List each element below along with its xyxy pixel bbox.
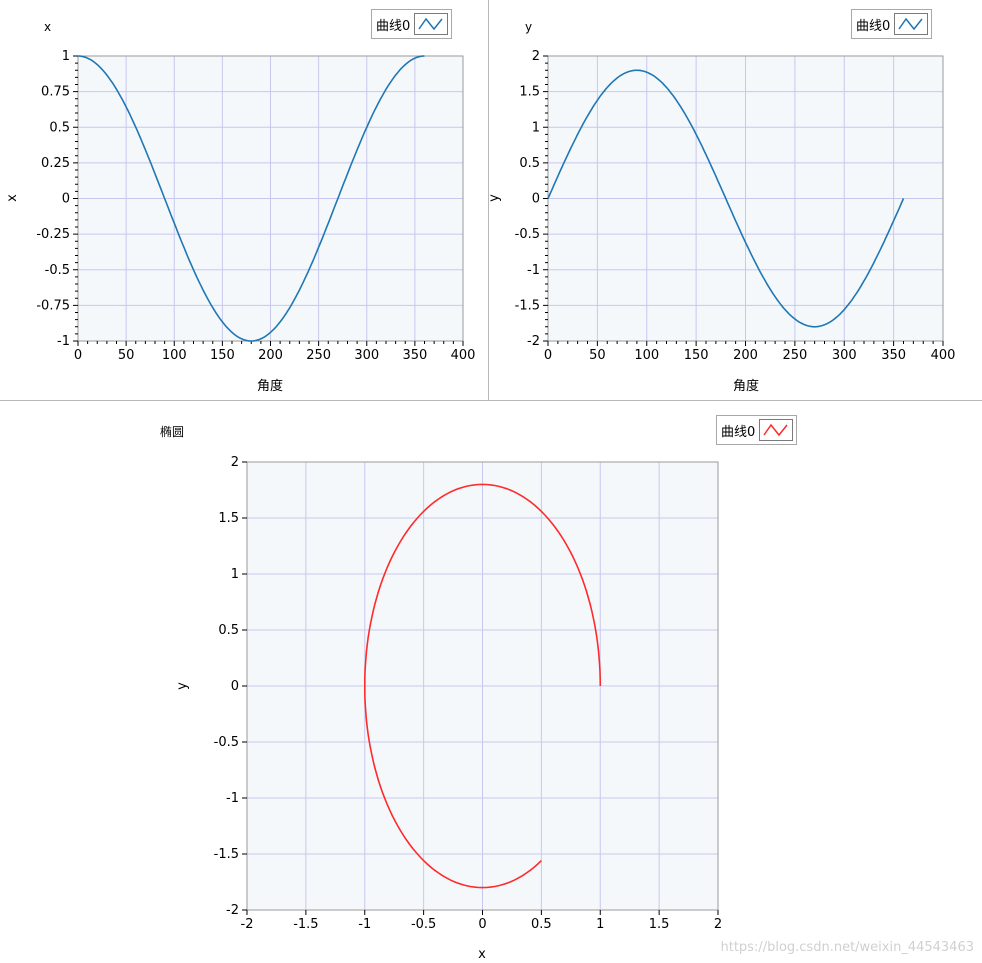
x-tick-label: 0 [74,348,82,363]
y-tick-label: -0.75 [36,298,70,313]
y-tick-label: 2 [231,455,239,470]
x-tick-label: 100 [634,348,659,363]
y-axis-label: x [5,194,20,202]
series-line [77,55,425,342]
y-tick-label: 0.5 [218,623,239,638]
x-tick-label: 400 [931,348,956,363]
y-tick-label: -0.5 [45,263,70,278]
x-tick-label: 100 [162,348,187,363]
x-tick-label: -1.5 [293,917,318,932]
y-tick-label: -0.5 [214,735,239,750]
y-tick-label: -1.5 [214,847,239,862]
x-tick-label: 1 [596,917,604,932]
y-tick-label: 0.75 [41,85,70,100]
y-tick-label: 1 [62,49,70,64]
y-tick-label: 2 [532,49,540,64]
y-axis-label: y [175,682,190,690]
x-tick-label: 2 [714,917,722,932]
x-tick-label: 400 [451,348,476,363]
legend[interactable]: 曲线0 [851,9,933,39]
x-axis-label: x [478,947,486,962]
plot-svg: 0 50 100 150 200 250 300 350 400 1 0.75 0.5 0.25 0 -0.… [5,49,476,394]
y-tick-label: -1.5 [515,298,540,313]
plot-svg: 0 50 100 150 200 250 300 350 400 2 1.5 1 0.5 0 -0.5 -1 -… [489,49,956,394]
x-tick-label: 200 [258,348,283,363]
legend-label: 曲线0 [856,18,891,34]
x-tick-label: 300 [354,348,379,363]
legend[interactable]: 曲线0 [716,415,798,445]
chart-y-vs-angle: y 曲线0 0 50 100 150 200 250 300 350 400 2 1.5 1 0.5 0-… [489,0,982,400]
x-tick-label: 150 [210,348,235,363]
chart-title: x [44,20,52,34]
chart-x-vs-angle: x 曲线0 0 50 100 150 200 250 300 350 400 1 0.75 0.5 0.… [0,0,488,400]
x-tick-label: 0.5 [531,917,552,932]
x-axis-label: 角度 [733,378,759,394]
chart-title: 椭圆 [160,425,185,439]
legend-swatch-icon [894,13,929,35]
y-axis-label: y [489,194,502,202]
x-tick-label: -0.5 [411,917,436,932]
x-tick-label: 250 [306,348,331,363]
x-tick-label: 200 [733,348,758,363]
legend-label: 曲线0 [721,424,756,440]
legend[interactable]: 曲线0 [371,9,453,39]
y-tick-label: -2 [527,334,540,349]
series-line [363,483,602,889]
x-tick-label: 50 [118,348,135,363]
vertical-divider [488,0,489,400]
y-tick-label: -0.5 [515,227,540,242]
chart-ellipse: 椭圆 曲线0 -2 -1.5 -1 -0.5 0 0.5 1 1.5 2 2 1.5 1 0.5 0 -0.… [0,401,982,963]
y-tick-label: -1 [527,263,540,278]
x-tick-label: 0 [478,917,486,932]
y-tick-label: 0 [532,192,540,207]
x-tick-label: -2 [241,917,254,932]
x-tick-label: 150 [684,348,709,363]
y-tick-label: 0 [62,192,70,207]
y-tick-label: 1 [532,120,540,135]
x-tick-label: 350 [881,348,906,363]
x-tick-label: 300 [832,348,857,363]
y-tick-label: 0.25 [41,156,70,171]
y-tick-label: 1 [231,567,239,582]
y-tick-label: -2 [226,903,239,918]
x-tick-label: 350 [402,348,427,363]
x-tick-label: 0 [544,348,552,363]
watermark: https://blog.csdn.net/weixin_44543463 [720,940,974,955]
series-line [547,69,905,328]
y-tick-label: 1.5 [218,511,239,526]
x-tick-label: 50 [589,348,606,363]
y-tick-label: -1 [226,791,239,806]
plot-svg: -2 -1.5 -1 -0.5 0 0.5 1 1.5 2 2 1.5 1 0.5 0 -0.5 -1 -1.5… [175,455,722,962]
legend-swatch-icon [414,13,449,35]
y-tick-label: -0.25 [36,227,70,242]
y-tick-label: 1.5 [519,85,540,100]
horizontal-divider [0,400,982,401]
y-tick-label: 0.5 [49,120,70,135]
legend-label: 曲线0 [376,18,411,34]
x-tick-label: -1 [358,917,371,932]
y-tick-label: -1 [57,334,70,349]
y-tick-label: 0.5 [519,156,540,171]
x-tick-label: 1.5 [649,917,670,932]
y-tick-label: 0 [231,679,239,694]
x-axis-label: 角度 [257,378,283,394]
chart-title: y [525,20,533,34]
legend-swatch-icon [759,419,794,441]
x-tick-label: 250 [782,348,807,363]
